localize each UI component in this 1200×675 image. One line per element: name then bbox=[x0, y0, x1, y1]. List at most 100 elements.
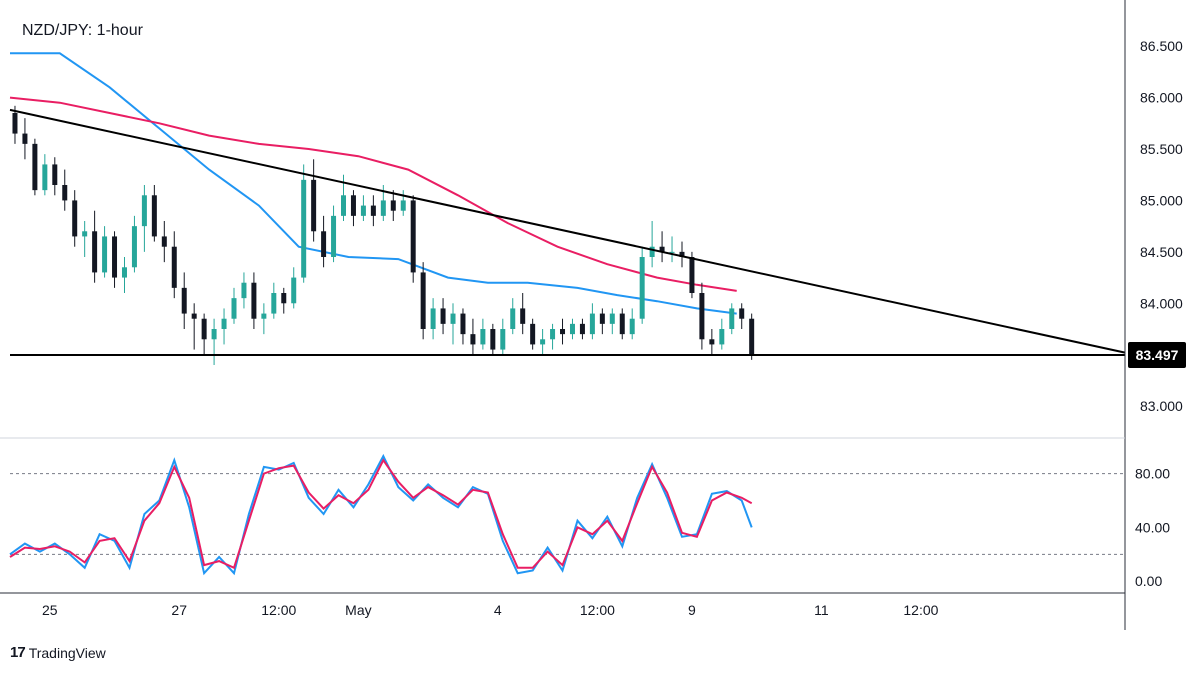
tradingview-branding[interactable]: 17 TradingView bbox=[10, 644, 106, 661]
time-axis-tick: 12:00 bbox=[580, 602, 615, 618]
candle-body bbox=[301, 179, 307, 278]
stochastic-axis-tick: 80.00 bbox=[1135, 466, 1170, 482]
candle-body bbox=[52, 164, 58, 185]
candle-body bbox=[599, 313, 605, 324]
candle-body bbox=[440, 308, 446, 324]
candle-body bbox=[749, 318, 755, 355]
candle-body bbox=[649, 246, 655, 257]
candle-body bbox=[22, 133, 28, 144]
candle-body bbox=[281, 293, 287, 304]
candle-body bbox=[42, 164, 48, 191]
candle-body bbox=[251, 282, 257, 319]
candle-body bbox=[221, 318, 227, 329]
candle-body bbox=[470, 334, 476, 345]
candle-body bbox=[540, 339, 546, 345]
current-price-tag-bg bbox=[1128, 342, 1186, 368]
candle-body bbox=[659, 246, 665, 252]
candle-body bbox=[579, 323, 585, 335]
moving-average-slow bbox=[9, 96, 737, 292]
candle-body bbox=[121, 267, 127, 278]
time-axis-tick: 25 bbox=[42, 602, 58, 618]
candle-body bbox=[500, 329, 506, 350]
candle-body bbox=[430, 308, 436, 329]
candle-body bbox=[729, 308, 735, 329]
price-axis-tick: 86.000 bbox=[1140, 90, 1183, 106]
candle-body bbox=[261, 313, 267, 319]
candle-body bbox=[699, 293, 705, 340]
candle-body bbox=[480, 329, 486, 345]
candle-body bbox=[321, 231, 327, 257]
candle-body bbox=[32, 143, 38, 191]
candle-body bbox=[141, 195, 147, 227]
candle-body bbox=[181, 287, 187, 314]
candle-body bbox=[271, 293, 277, 314]
stochastic-axis-tick: 0.00 bbox=[1135, 573, 1162, 589]
candle-body bbox=[460, 313, 466, 335]
candle-body bbox=[619, 313, 625, 335]
candle-body bbox=[450, 313, 456, 324]
candle-body bbox=[291, 277, 297, 304]
candle-body bbox=[112, 236, 118, 278]
price-pane[interactable] bbox=[9, 52, 1126, 365]
candle-body bbox=[311, 179, 317, 232]
time-axis-tick: 9 bbox=[688, 602, 696, 618]
price-axis-tick: 84.500 bbox=[1140, 244, 1183, 260]
candle-body bbox=[171, 246, 177, 288]
moving-average-fast bbox=[10, 52, 737, 315]
price-axis-tick: 85.500 bbox=[1140, 141, 1183, 157]
candle-body bbox=[161, 236, 167, 247]
candle-body bbox=[370, 205, 376, 216]
candle-body bbox=[62, 185, 68, 201]
brand-name: TradingView bbox=[28, 644, 106, 661]
stochastic-d-line bbox=[9, 458, 753, 570]
candle-body bbox=[609, 313, 615, 324]
candle-body bbox=[102, 236, 108, 273]
candle-body bbox=[231, 298, 237, 319]
axes: 86.500 86.000 85.500 85.000 84.500 84.000 83.0… bbox=[0, 0, 1183, 630]
price-axis-tick: 83.000 bbox=[1140, 398, 1183, 414]
candle-body bbox=[569, 323, 575, 335]
descending-trendline bbox=[9, 108, 1126, 354]
candle-body bbox=[739, 308, 745, 319]
candle-body bbox=[629, 318, 635, 335]
candle-body bbox=[131, 226, 137, 268]
candle-body bbox=[689, 257, 695, 293]
current-price-tag: 83.497 bbox=[1128, 342, 1186, 368]
time-axis-tick: May bbox=[345, 602, 371, 618]
price-axis-tick: 86.500 bbox=[1140, 38, 1183, 54]
candle-body bbox=[211, 329, 217, 340]
candle-body bbox=[151, 195, 157, 237]
current-price-label: 83.497 bbox=[1136, 347, 1179, 363]
candle-body bbox=[669, 251, 675, 253]
candle-body bbox=[201, 318, 207, 340]
candle-body bbox=[490, 329, 496, 350]
candle-body bbox=[390, 200, 396, 211]
tradingview-logo-icon: 17 bbox=[10, 644, 26, 661]
candle-body bbox=[420, 272, 426, 329]
candle-body bbox=[719, 329, 725, 345]
candle-body bbox=[12, 113, 18, 134]
candle-body bbox=[92, 231, 98, 273]
candle-body bbox=[380, 200, 386, 216]
candle-body bbox=[639, 257, 645, 319]
candle-body bbox=[241, 282, 247, 299]
candle-body bbox=[410, 200, 416, 273]
candle-body bbox=[589, 313, 595, 335]
time-axis-tick: 4 bbox=[494, 602, 502, 618]
time-axis-tick: 27 bbox=[171, 602, 187, 618]
stochastic-pane[interactable] bbox=[9, 453, 1125, 576]
candle-body bbox=[530, 323, 536, 345]
candle-body bbox=[341, 195, 347, 216]
candle-body bbox=[520, 308, 526, 324]
candle-body bbox=[510, 308, 516, 329]
time-axis-tick: 11 bbox=[814, 602, 829, 618]
candle-body bbox=[560, 329, 566, 335]
candle-body bbox=[400, 200, 406, 211]
candle-body bbox=[550, 329, 556, 340]
candle-body bbox=[709, 339, 715, 345]
candle-body bbox=[350, 195, 356, 216]
time-axis-tick: 12:00 bbox=[261, 602, 296, 618]
candle-body bbox=[82, 231, 88, 237]
chart-title: NZD/JPY: 1-hour bbox=[22, 22, 144, 39]
